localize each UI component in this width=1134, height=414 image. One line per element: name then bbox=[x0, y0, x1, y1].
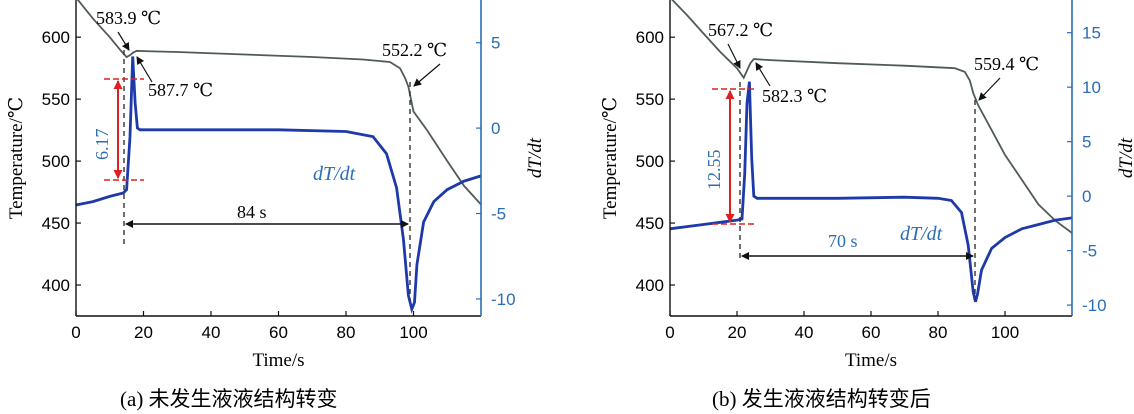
panel-a-x-axis-title: Time/s bbox=[252, 350, 304, 371]
panel-a: 0 20 40 60 80 100 400 450 500 550 600 -10 -5 0 5 Time/s… bbox=[6, 0, 546, 411]
panel-a-y-tick-label: 400 bbox=[42, 276, 70, 295]
panel-b-x-tick-label: 20 bbox=[728, 323, 747, 342]
panel-a-y-tick-label: 500 bbox=[42, 152, 70, 171]
panel-b-y-tick-label: 550 bbox=[636, 90, 664, 109]
panel-b-y-tick-label: 450 bbox=[636, 214, 664, 233]
panel-a-y-axis-title: Temperature/℃ bbox=[6, 97, 27, 219]
panel-b-y2-tick-label: 15 bbox=[1082, 24, 1101, 43]
panel-b-y-tick-label: 400 bbox=[636, 276, 664, 295]
panel-a-dtdt-line bbox=[75, 56, 482, 314]
panel-a-x-tick-label: 40 bbox=[202, 323, 221, 342]
panel-a-temp-label-3: 552.2 ℃ bbox=[382, 40, 447, 60]
panel-b-pointer-2 bbox=[755, 62, 771, 87]
panel-b-undercool-value: 12.55 bbox=[704, 150, 724, 191]
panel-a-pointer-3 bbox=[413, 63, 441, 87]
panel-b-y2-tick-label: 0 bbox=[1082, 187, 1091, 206]
panel-b-y2-tick-label: 5 bbox=[1082, 133, 1091, 152]
panel-a-dtdt-label: dT/dt bbox=[313, 163, 356, 185]
panel-a-span-label: 84 s bbox=[237, 202, 267, 222]
panel-b-dtdt-label: dT/dt bbox=[900, 223, 943, 245]
panel-b-x-tick-label: 100 bbox=[991, 323, 1019, 342]
panel-b-x-tick-label: 40 bbox=[795, 323, 814, 342]
panel-b-y2-tick-label: -10 bbox=[1082, 296, 1107, 315]
panel-b-x-tick-label: 60 bbox=[862, 323, 881, 342]
panel-b-temp-label-3: 559.4 ℃ bbox=[974, 54, 1039, 74]
panel-a-caption: (a) 未发生液液结构转变 bbox=[120, 387, 338, 411]
panel-b-x-axis-title: Time/s bbox=[845, 350, 897, 371]
panel-a-y-tick-label: 550 bbox=[42, 90, 70, 109]
panel-b-pointer-1 bbox=[727, 43, 741, 69]
panel-a-temp-label-2: 587.7 ℃ bbox=[148, 80, 213, 100]
panel-a-y-tick-label: 450 bbox=[42, 214, 70, 233]
panel-a-y2-tick-label: -10 bbox=[491, 290, 516, 309]
panel-b-y2-axis-title: dT/dt bbox=[1116, 137, 1134, 178]
panel-a-x-tick-label: 0 bbox=[71, 323, 80, 342]
panel-a-y2-tick-label: 0 bbox=[491, 119, 500, 138]
panel-a-y-tick-label: 600 bbox=[42, 28, 70, 47]
panel-b-y-tick-label: 500 bbox=[636, 152, 664, 171]
panel-a-x-tick-label: 80 bbox=[337, 323, 356, 342]
panel-a-y2-tick-label: 5 bbox=[491, 34, 500, 53]
panel-b-temp-label-1: 567.2 ℃ bbox=[708, 20, 773, 40]
panel-a-pointer-1 bbox=[117, 31, 130, 51]
panel-a-y2-axis-title: dT/dt bbox=[525, 137, 546, 178]
panel-a-undercool-value: 6.17 bbox=[92, 129, 112, 161]
panel-b-x-tick-label: 0 bbox=[665, 323, 674, 342]
panel-b-y-axis-title: Temperature/℃ bbox=[600, 97, 621, 219]
panel-a-temp-label-1: 583.9 ℃ bbox=[96, 8, 161, 28]
panel-b-span-label: 70 s bbox=[828, 231, 858, 251]
panel-b-axes: 0 20 40 60 80 100 400 450 500 550 600 -10 -5 0 5 10 15 Ti… bbox=[600, 0, 1134, 371]
panel-a-x-tick-label: 60 bbox=[269, 323, 288, 342]
panel-b-caption: (b) 发生液液结构转变后 bbox=[712, 387, 931, 411]
panel-a-pointer-2 bbox=[136, 56, 153, 83]
panel-a-temperature-line bbox=[76, 0, 482, 206]
panel-b-y2-tick-label: 10 bbox=[1082, 78, 1101, 97]
panel-a-x-tick-label: 100 bbox=[399, 323, 427, 342]
panel-a-x-tick-label: 20 bbox=[134, 323, 153, 342]
panel-a-axes: 0 20 40 60 80 100 400 450 500 550 600 -10 -5 0 5 Time/s… bbox=[6, 0, 546, 371]
panel-b-y2-tick-label: -5 bbox=[1082, 242, 1097, 261]
panel-b-temp-label-2: 582.3 ℃ bbox=[762, 86, 827, 106]
panel-a-y2-tick-label: -5 bbox=[491, 205, 506, 224]
panel-b-pointer-3 bbox=[978, 77, 1001, 101]
panel-b: 0 20 40 60 80 100 400 450 500 550 600 -10 -5 0 5 10 15 Ti… bbox=[600, 0, 1134, 411]
panel-b-temperature-line bbox=[671, 0, 1073, 234]
panel-b-y-tick-label: 600 bbox=[636, 28, 664, 47]
panel-b-x-tick-label: 80 bbox=[929, 323, 948, 342]
